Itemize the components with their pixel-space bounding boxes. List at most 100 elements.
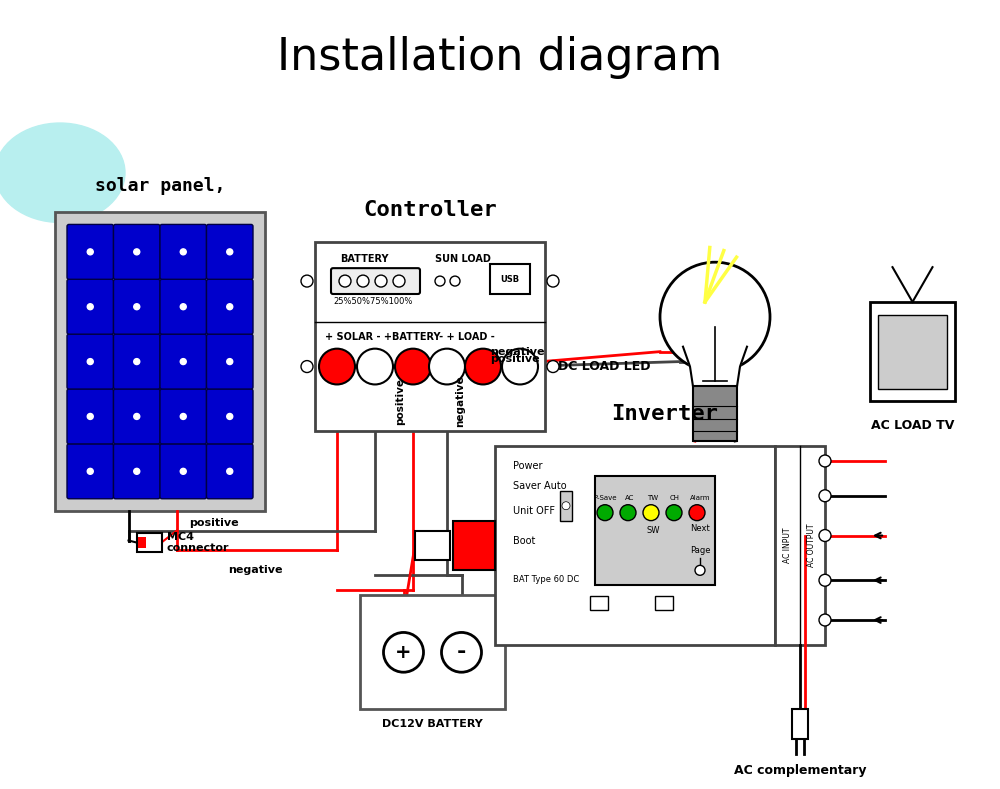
Text: positive: positive [490, 353, 540, 364]
Text: DC12V BATTERY: DC12V BATTERY [382, 720, 483, 729]
FancyBboxPatch shape [67, 224, 114, 279]
Text: solar panel,: solar panel, [95, 177, 225, 195]
FancyBboxPatch shape [114, 444, 160, 499]
Circle shape [393, 275, 405, 287]
Circle shape [227, 359, 233, 365]
Bar [775, 446, 825, 645]
Text: USB: USB [500, 275, 520, 283]
FancyBboxPatch shape [160, 224, 207, 279]
Text: MC4
connector: MC4 connector [166, 532, 229, 553]
Bar [490, 264, 530, 294]
Circle shape [689, 505, 705, 521]
Circle shape [227, 469, 233, 474]
Text: AC LOAD TV: AC LOAD TV [871, 419, 954, 432]
Text: negative: negative [490, 346, 544, 357]
Circle shape [357, 275, 369, 287]
Text: DC LOAD LED: DC LOAD LED [558, 360, 650, 373]
Circle shape [180, 469, 186, 474]
Text: Saver Auto: Saver Auto [513, 481, 567, 491]
Text: Page: Page [690, 546, 710, 555]
Text: Alarm: Alarm [690, 495, 710, 501]
Circle shape [134, 249, 140, 255]
FancyBboxPatch shape [114, 279, 160, 335]
Ellipse shape [0, 123, 125, 222]
Circle shape [547, 275, 559, 287]
FancyBboxPatch shape [207, 335, 253, 389]
Circle shape [819, 574, 831, 586]
Bar [560, 491, 572, 521]
Circle shape [87, 359, 93, 365]
Polygon shape [683, 346, 747, 387]
Circle shape [384, 633, 424, 672]
Circle shape [597, 505, 613, 521]
Circle shape [547, 361, 559, 372]
Circle shape [562, 502, 570, 510]
Circle shape [339, 275, 351, 287]
Circle shape [87, 469, 93, 474]
Bar [693, 387, 737, 441]
Text: +: + [395, 643, 412, 662]
Bar [55, 212, 265, 510]
Circle shape [819, 455, 831, 467]
Circle shape [134, 304, 140, 310]
Circle shape [450, 276, 460, 286]
Bar [595, 476, 715, 585]
Text: AC OUTPUT: AC OUTPUT [808, 524, 816, 567]
Bar [415, 530, 450, 560]
Bar [590, 596, 608, 610]
Text: BAT Type 60 DC: BAT Type 60 DC [513, 575, 579, 585]
Circle shape [357, 349, 393, 384]
FancyBboxPatch shape [114, 335, 160, 389]
Bar [136, 533, 162, 552]
Circle shape [502, 349, 538, 384]
Circle shape [620, 505, 636, 521]
Circle shape [301, 275, 313, 287]
Text: SW: SW [646, 526, 660, 535]
Text: Inverter: Inverter [612, 404, 718, 424]
Bar [315, 242, 545, 431]
Text: Next: Next [690, 524, 710, 533]
Text: Unit OFF: Unit OFF [513, 506, 555, 516]
Circle shape [87, 249, 93, 255]
Circle shape [301, 361, 313, 372]
FancyBboxPatch shape [160, 335, 207, 389]
Circle shape [87, 304, 93, 310]
FancyBboxPatch shape [207, 444, 253, 499]
FancyBboxPatch shape [67, 335, 114, 389]
Circle shape [695, 566, 705, 575]
Bar [138, 537, 146, 548]
Circle shape [134, 413, 140, 420]
FancyBboxPatch shape [114, 389, 160, 444]
Text: CH: CH [670, 495, 680, 501]
Circle shape [819, 529, 831, 541]
Circle shape [180, 304, 186, 310]
Circle shape [819, 490, 831, 502]
Circle shape [395, 349, 431, 384]
Text: Controller: Controller [363, 200, 497, 220]
Circle shape [227, 413, 233, 420]
Bar [495, 446, 775, 645]
Circle shape [180, 359, 186, 365]
Circle shape [465, 349, 501, 384]
Bar [878, 315, 947, 390]
Circle shape [319, 349, 355, 384]
Circle shape [180, 413, 186, 420]
Circle shape [227, 249, 233, 255]
Circle shape [180, 249, 186, 255]
Text: TW: TW [647, 495, 659, 501]
Bar [792, 709, 808, 739]
FancyBboxPatch shape [331, 268, 420, 294]
Text: + SOLAR - +BATTERY- + LOAD -: + SOLAR - +BATTERY- + LOAD - [325, 331, 495, 342]
Text: 25%50%75%100%: 25%50%75%100% [333, 297, 412, 306]
Text: Boot: Boot [513, 536, 535, 545]
Text: positive: positive [395, 378, 405, 424]
Bar [453, 521, 495, 570]
Bar [655, 596, 673, 610]
Circle shape [435, 276, 445, 286]
Text: SUN LOAD: SUN LOAD [435, 254, 491, 264]
Text: -: - [457, 642, 466, 662]
Text: AC complementary: AC complementary [734, 765, 866, 777]
FancyBboxPatch shape [114, 224, 160, 279]
Text: positive: positive [189, 518, 238, 528]
FancyBboxPatch shape [207, 224, 253, 279]
